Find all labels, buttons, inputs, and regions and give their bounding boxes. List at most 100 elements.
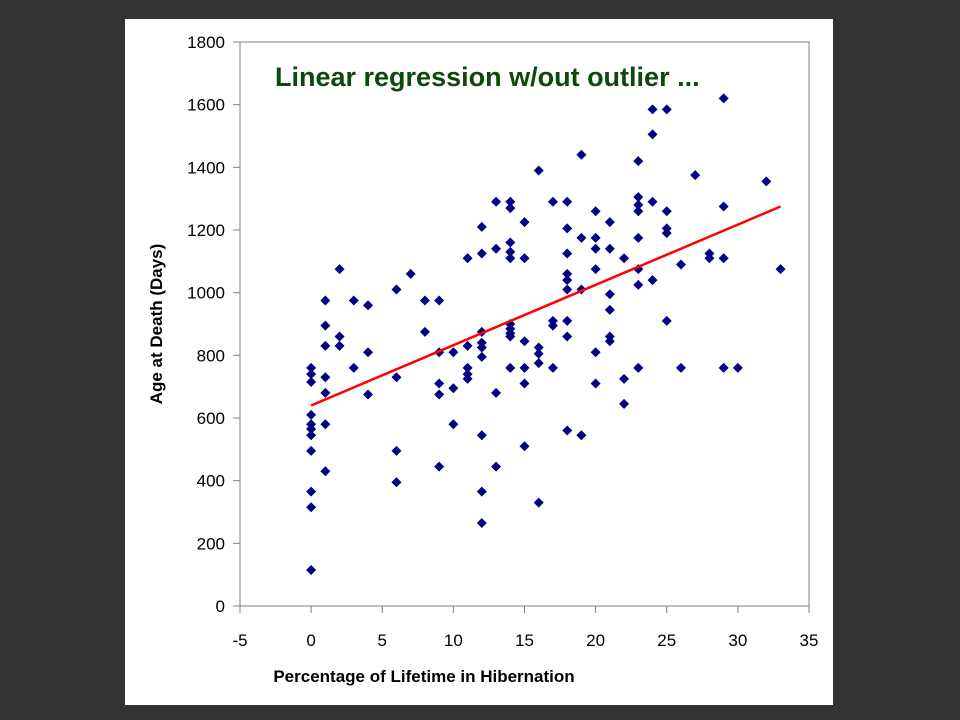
data-point <box>320 372 331 383</box>
data-point <box>647 129 658 140</box>
data-point <box>604 243 615 254</box>
data-point <box>633 362 644 373</box>
data-point <box>661 228 672 239</box>
data-point <box>505 196 516 207</box>
data-point <box>590 206 601 217</box>
data-point <box>619 253 630 264</box>
data-point <box>306 564 317 575</box>
data-point <box>661 315 672 326</box>
data-point <box>434 461 445 472</box>
x-tick-label: 20 <box>586 631 605 650</box>
data-point <box>718 201 729 212</box>
data-point <box>306 376 317 387</box>
data-point <box>505 362 516 373</box>
data-point <box>775 264 786 275</box>
data-point <box>675 259 686 270</box>
data-point <box>334 264 345 275</box>
data-point <box>718 253 729 264</box>
data-point <box>334 340 345 351</box>
y-tick-label: 400 <box>197 472 225 491</box>
data-point <box>391 284 402 295</box>
data-point <box>519 441 530 452</box>
data-point <box>661 104 672 115</box>
data-point <box>718 362 729 373</box>
data-point <box>590 243 601 254</box>
data-point <box>633 192 644 203</box>
data-point <box>320 466 331 477</box>
data-point <box>476 430 487 441</box>
data-point <box>647 104 658 115</box>
data-point <box>491 196 502 207</box>
data-point <box>434 378 445 389</box>
data-point <box>419 326 430 337</box>
data-point <box>306 486 317 497</box>
data-point <box>391 477 402 488</box>
data-point <box>348 295 359 306</box>
data-point <box>732 362 743 373</box>
x-tick-label: 10 <box>444 631 463 650</box>
data-point <box>519 336 530 347</box>
data-point <box>604 304 615 315</box>
data-point <box>519 253 530 264</box>
y-tick-label: 1400 <box>187 158 225 177</box>
data-point <box>562 223 573 234</box>
data-point <box>505 331 516 342</box>
x-tick-label: 15 <box>515 631 534 650</box>
y-tick-label: 1600 <box>187 96 225 115</box>
data-point <box>405 268 416 279</box>
data-point <box>562 268 573 279</box>
data-point <box>576 149 587 160</box>
data-point <box>462 373 473 384</box>
data-point <box>476 351 487 362</box>
data-point <box>491 387 502 398</box>
data-point <box>462 253 473 264</box>
data-point <box>505 203 516 214</box>
y-tick-label: 600 <box>197 409 225 428</box>
data-point <box>306 502 317 513</box>
data-point <box>690 170 701 181</box>
data-point <box>547 362 558 373</box>
y-tick-label: 0 <box>216 597 225 616</box>
y-axis-title: Age at Death (Days) <box>147 244 166 405</box>
x-axis-title: Percentage of Lifetime in Hibernation <box>273 667 574 686</box>
data-point <box>562 248 573 259</box>
data-point <box>633 199 644 210</box>
x-tick-label: 25 <box>657 631 676 650</box>
data-point <box>547 320 558 331</box>
data-point <box>604 217 615 228</box>
data-point <box>476 248 487 259</box>
y-tick-label: 200 <box>197 534 225 553</box>
data-point <box>462 340 473 351</box>
data-point <box>476 221 487 232</box>
data-point <box>619 373 630 384</box>
data-point <box>363 347 374 358</box>
data-point <box>448 419 459 430</box>
data-point <box>590 232 601 243</box>
y-tick-label: 1800 <box>187 33 225 52</box>
data-point <box>505 246 516 257</box>
y-tick-label: 1000 <box>187 284 225 303</box>
data-point <box>533 358 544 369</box>
scatter-chart: -5 0 5 10 15 20 25 30 35 0 200 400 600 800 1000 1200 140… <box>147 33 818 686</box>
data-point <box>590 264 601 275</box>
data-point <box>576 232 587 243</box>
data-point <box>519 378 530 389</box>
axes: -5 0 5 10 15 20 25 30 35 0 200 400 600 800 1000 1200 140… <box>187 33 818 650</box>
data-point <box>576 430 587 441</box>
data-point <box>547 196 558 207</box>
data-point <box>590 347 601 358</box>
data-point <box>619 398 630 409</box>
y-tick-label: 800 <box>197 346 225 365</box>
data-point <box>633 206 644 217</box>
x-tick-label: 35 <box>800 631 819 650</box>
data-point <box>419 295 430 306</box>
data-point <box>491 461 502 472</box>
data-points <box>306 93 786 575</box>
data-point <box>363 300 374 311</box>
data-point <box>519 362 530 373</box>
data-point <box>633 156 644 167</box>
data-point <box>505 237 516 248</box>
data-point <box>448 347 459 358</box>
data-point <box>562 196 573 207</box>
data-point <box>320 320 331 331</box>
